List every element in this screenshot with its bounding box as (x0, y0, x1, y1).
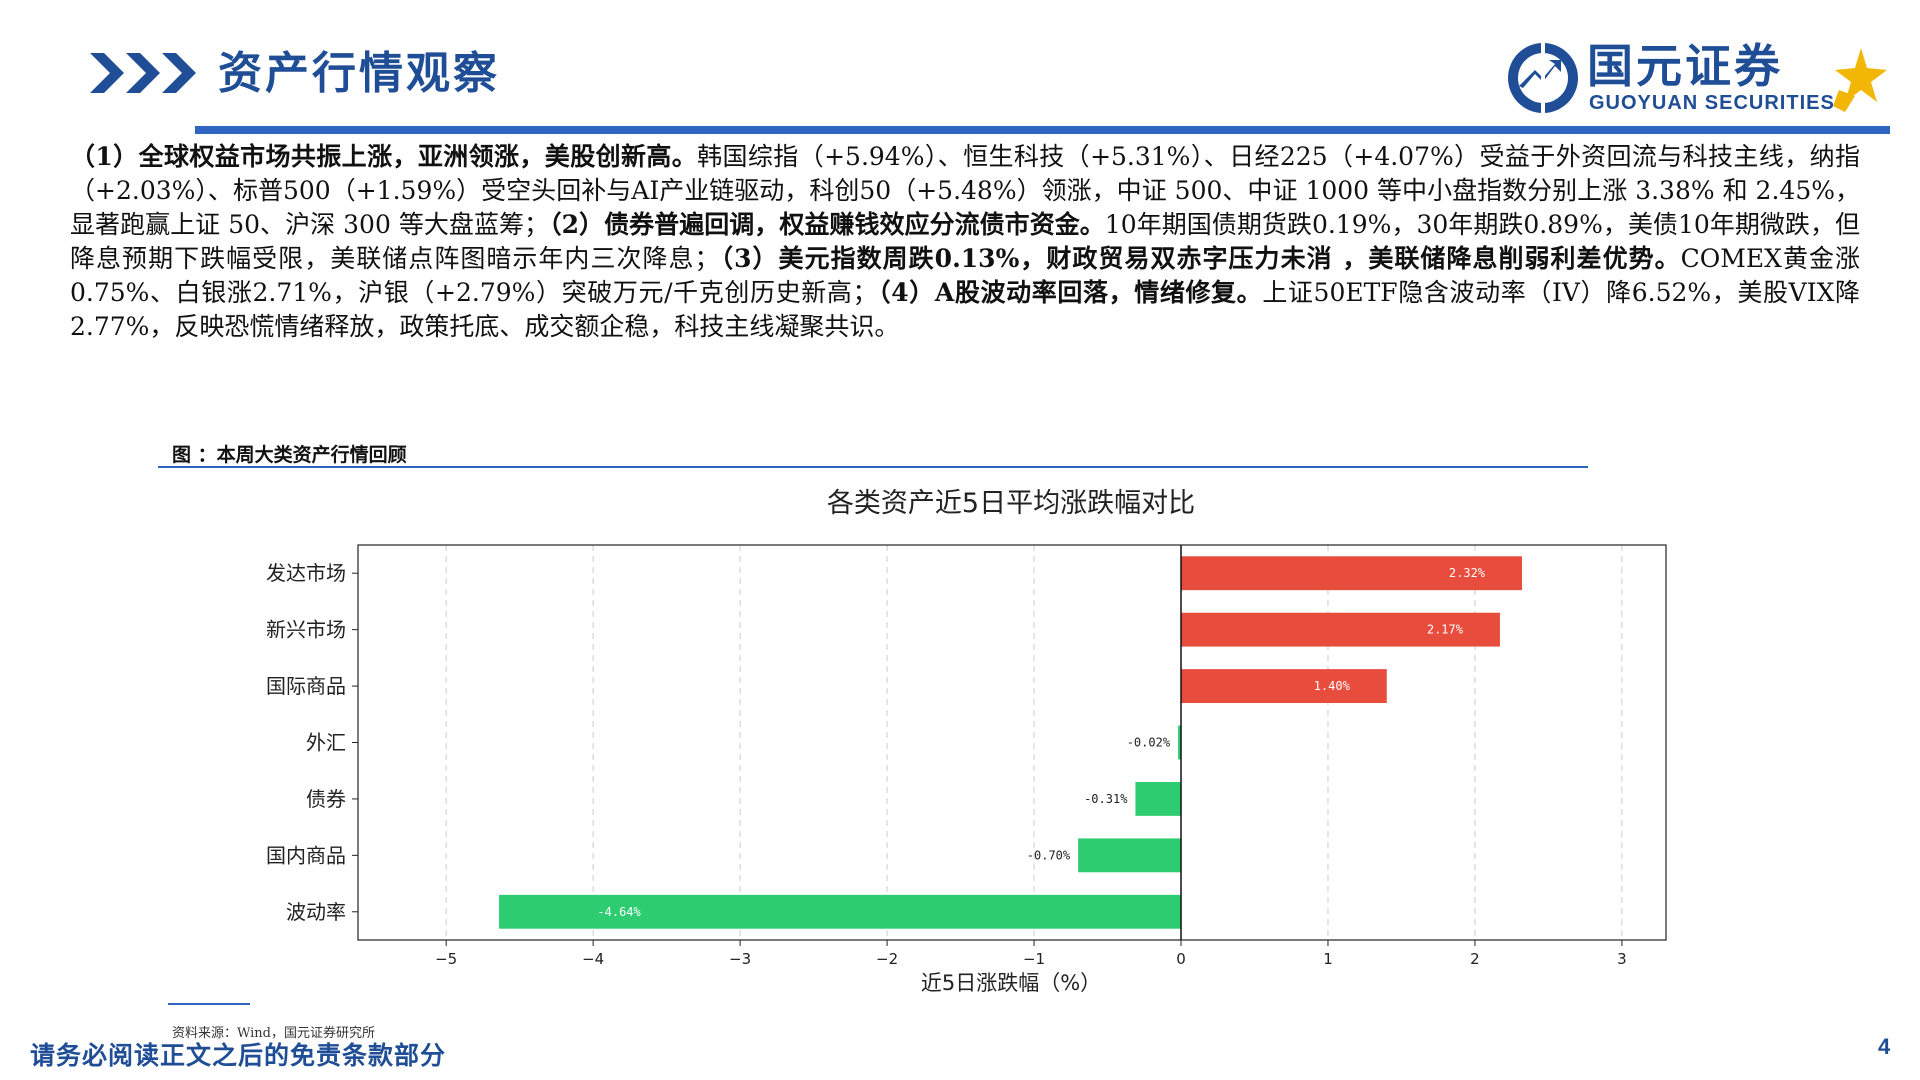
page-number: 4 (1878, 1034, 1891, 1059)
data-label: 2.32% (1449, 566, 1486, 580)
bar-3 (1178, 725, 1182, 760)
summary-point-4-heading: （4）A股波动率回落，情绪修复。 (877, 278, 1263, 307)
x-tick-label: 0 (1176, 950, 1186, 968)
chart-bars: 2.32% 2.17% 1.40% -0.02% -0.31% -0.70% -4.64% (499, 556, 1522, 929)
bar-6 (499, 894, 1182, 929)
x-axis-label: 近5日涨跌幅（%） (921, 971, 1101, 995)
data-label: -0.02% (1127, 736, 1171, 750)
x-tick-label: 2 (1470, 950, 1480, 968)
header-divider (195, 126, 1890, 134)
category-label: 外汇 (306, 731, 346, 755)
logo-star-icon (1833, 48, 1887, 112)
summary-point-2-text: 10年期国债期货跌0.19%，30年期跌0.89%，美债10年期微跌，但降息预期… (70, 210, 1861, 273)
category-label: 债券 (306, 787, 346, 811)
plot-frame (357, 544, 1667, 941)
x-tick-label: −4 (582, 950, 604, 968)
bar-0 (1181, 556, 1522, 591)
logo-emblem-icon (1508, 43, 1578, 113)
bar-5 (1078, 838, 1182, 873)
category-label: 发达市场 (266, 561, 346, 585)
summary-point-2-heading: （2）债券普遍回调，权益赚钱效应分流债市资金。 (549, 210, 1105, 239)
bar-1 (1181, 612, 1500, 647)
company-logo: 国元证券 GUOYUAN SECURITIES (1505, 39, 1890, 120)
x-tick-label: −1 (1023, 950, 1045, 968)
category-label: 新兴市场 (266, 618, 346, 642)
x-tick-label: −2 (876, 950, 898, 968)
category-label: 国内商品 (266, 843, 346, 867)
logo-name-en: GUOYUAN SECURITIES (1589, 92, 1835, 114)
summary-point-4-text: 上证50ETF隐含波动率（IV）降6.52%，美股VIX降2.77%，反映恐慌情… (70, 278, 1860, 341)
chart-title: 各类资产近5日平均涨跌幅对比 (827, 488, 1195, 519)
bar-4 (1135, 782, 1182, 816)
x-tick-label: 3 (1617, 950, 1627, 968)
chart-gridlines (445, 545, 1623, 940)
data-label: 1.40% (1314, 679, 1351, 693)
x-tick-label: −3 (729, 950, 751, 968)
figure-source: 资料来源：Wind，国元证券研究所 (172, 1026, 375, 1041)
figure-caption: 图 ：本周大类资产行情回顾 (172, 444, 407, 466)
category-label: 国际商品 (266, 674, 346, 698)
disclaimer-link[interactable]: 请务必阅读正文之后的免责条款部分 (30, 1041, 447, 1070)
x-tick-label: 1 (1323, 950, 1333, 968)
bar-2 (1181, 669, 1387, 703)
logo-name-cn: 国元证券 (1587, 39, 1783, 93)
summary-point-3-text: COMEX黄金涨0.75%、白银涨2.71%，沪银（+2.79%）突破万元/千克… (70, 244, 1860, 307)
page-title: 资产行情观察 (218, 48, 500, 99)
caption-divider (158, 466, 1588, 468)
x-tick-label: −5 (435, 950, 457, 968)
summary-paragraph: （1）全球权益市场共振上涨，亚洲领涨，美股创新高。韩国综指（+5.94%）、恒生… (70, 140, 1860, 344)
summary-point-1-text: 韩国综指（+5.94%）、恒生科技（+5.31%）、日经225（+4.07%）受… (70, 142, 1860, 239)
triple-chevron-right-icon (90, 53, 196, 93)
summary-point-1-heading: （1）全球权益市场共振上涨，亚洲领涨，美股创新高。 (70, 142, 698, 171)
summary-point-3-heading: （3）美元指数周跌0.13%，财政贸易双赤字压力未消 ，美联储降息削弱利差优势。 (719, 244, 1681, 273)
data-label: -0.31% (1084, 792, 1128, 806)
data-label: -4.64% (597, 905, 641, 919)
source-divider (168, 1003, 250, 1005)
data-label: 2.17% (1427, 623, 1464, 637)
category-label: 波动率 (286, 900, 346, 924)
data-label: -0.70% (1027, 848, 1071, 862)
